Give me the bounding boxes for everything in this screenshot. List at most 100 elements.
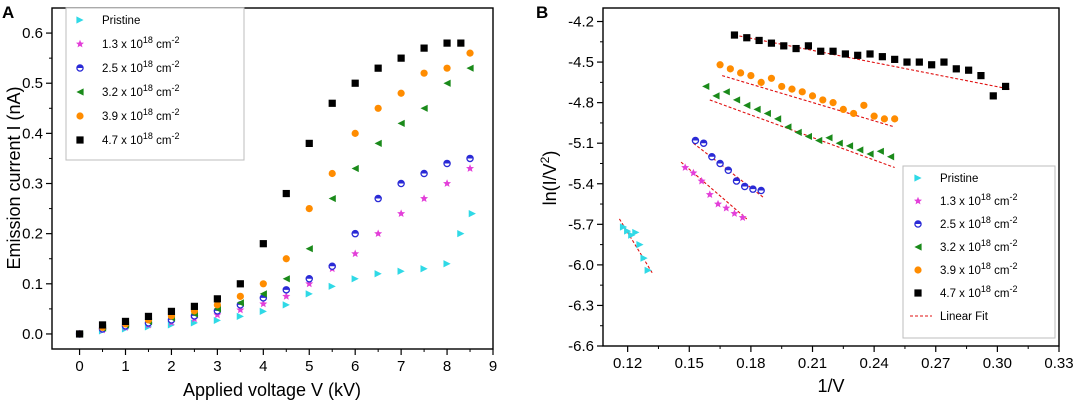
data-point-d32	[443, 79, 451, 87]
legend-label-unit-exponent: -2	[1009, 284, 1017, 294]
legend-label-main: 3.9 x 10	[102, 111, 143, 123]
x-tick-label: 0.24	[860, 355, 889, 372]
legend-label-exponent: 18	[981, 215, 991, 225]
data-point-d32	[856, 146, 864, 154]
data-point-d39	[849, 109, 858, 118]
data-point-d39	[798, 88, 806, 96]
data-point-d47	[743, 34, 751, 42]
data-point-d32	[351, 164, 359, 173]
data-point-d47	[121, 317, 130, 326]
legend-label-main: Pristine	[102, 15, 140, 27]
legend-label-unit-exponent: -2	[1009, 215, 1017, 225]
data-point-d13	[689, 168, 698, 177]
data-point-d32	[702, 82, 710, 91]
legend-entry-d32: 3.2 x 1018 cm-2	[914, 238, 1017, 254]
legend-label-unit-exponent: -2	[1009, 192, 1017, 202]
panel-b-plot-frame	[602, 7, 1060, 347]
fit-line-d39	[721, 75, 895, 128]
legend-label-d25: 2.5 x 1018 cm-2	[940, 215, 1017, 231]
data-point-d39	[778, 82, 786, 91]
x-tick-label: 3	[213, 358, 221, 375]
legend-label-d32: 3.2 x 1018 cm-2	[940, 238, 1017, 254]
panel-a: A 0 1 2 3 4 5 6 7 8 9 0.0 0.1 0.2 0.3 0.4 0.5 0.6 Applie…	[2, 3, 497, 400]
y-tick-label: 0.0	[22, 326, 43, 343]
legend-marker-d25	[76, 64, 84, 72]
legend-label-exponent: 18	[981, 238, 991, 248]
legend-entry-d13: 1.3 x 1018 cm-2	[76, 35, 179, 51]
panel-b-y-axis-title-main: ln(I/V	[540, 163, 560, 205]
legend-marker-d39	[914, 266, 922, 274]
legend-label-exponent: 18	[981, 192, 991, 202]
series-d32	[702, 82, 895, 161]
x-tick-label: 9	[489, 358, 497, 375]
data-point-pristine	[619, 223, 628, 231]
data-point-d39	[788, 85, 796, 93]
data-point-d13	[466, 164, 475, 172]
panel-a-series	[75, 39, 476, 338]
data-point-d47	[977, 72, 985, 80]
legend-label-unit: cm	[153, 39, 172, 51]
legend-entry-d13: 1.3 x 1018 cm-2	[914, 192, 1017, 208]
series-d13	[75, 164, 475, 338]
data-point-d47	[443, 39, 451, 47]
data-point-pristine	[236, 312, 244, 321]
data-point-d13	[730, 209, 739, 217]
data-point-d32	[784, 123, 792, 131]
series-d13	[681, 163, 747, 221]
data-point-d47	[144, 312, 153, 321]
data-point-d13	[236, 305, 245, 314]
series-d25	[691, 136, 765, 195]
data-point-d32	[328, 194, 336, 203]
data-point-d39	[747, 72, 755, 80]
data-point-pristine	[420, 265, 428, 273]
data-point-d47	[236, 280, 244, 288]
data-point-d47	[928, 61, 936, 69]
data-point-d47	[374, 64, 382, 72]
legend-label-unit: cm	[991, 288, 1010, 300]
data-point-d39	[236, 292, 244, 300]
y-tick-label: -4.2	[568, 14, 594, 31]
data-point-d32	[876, 147, 884, 155]
panel-a-ticks: 0 1 2 3 4 5 6 7 8 9 0.0 0.1 0.2 0.3 0.4 0.5 0.6	[22, 25, 497, 375]
legend-entry-pristine: Pristine	[914, 173, 978, 185]
y-tick-label: 0.6	[22, 25, 43, 42]
panel-a-y-axis-title: Emission current I (nA)	[4, 86, 24, 269]
legend-label-d39: 3.9 x 1018 cm-2	[940, 261, 1017, 277]
data-point-d47	[730, 31, 739, 39]
legend-label-d47: 4.7 x 1018 cm-2	[102, 131, 179, 147]
data-point-d39	[880, 115, 889, 123]
data-point-d25	[699, 139, 708, 147]
data-point-d47	[841, 50, 849, 58]
legend-marker-d13	[914, 196, 922, 205]
x-tick-label: 0	[75, 358, 83, 375]
y-tick-label: 0.2	[22, 226, 43, 243]
x-tick-label: 4	[259, 358, 267, 375]
y-tick-label: -6.6	[568, 338, 594, 355]
legend-entry-linear-fit: Linear Fit	[910, 311, 989, 323]
data-point-d39	[860, 101, 868, 109]
data-point-pristine	[443, 260, 451, 268]
data-point-d25	[691, 136, 700, 145]
legend-label-main: 1.3 x 10	[940, 196, 981, 208]
data-point-pristine	[644, 266, 652, 274]
data-point-d39	[305, 204, 313, 213]
data-point-d13	[351, 249, 360, 258]
legend-label-exponent: 18	[143, 107, 153, 117]
data-point-d39	[726, 65, 734, 73]
panel-b-letter: B	[536, 3, 548, 22]
data-point-d47	[804, 42, 813, 50]
series-d39	[716, 61, 899, 123]
data-point-pristine	[328, 282, 336, 290]
data-point-pristine	[397, 267, 405, 275]
data-point-d39	[757, 78, 765, 86]
data-point-d32	[845, 142, 854, 150]
legend-entry-d25: 2.5 x 1018 cm-2	[76, 59, 179, 75]
y-tick-label: -6.3	[568, 297, 594, 314]
data-point-d25	[749, 185, 757, 193]
legend-label-exponent: 18	[143, 83, 153, 93]
data-point-pristine	[636, 241, 644, 249]
legend-label-unit: cm	[153, 63, 172, 75]
data-point-d32	[815, 136, 823, 145]
legend-label-main: 2.5 x 10	[940, 219, 981, 231]
